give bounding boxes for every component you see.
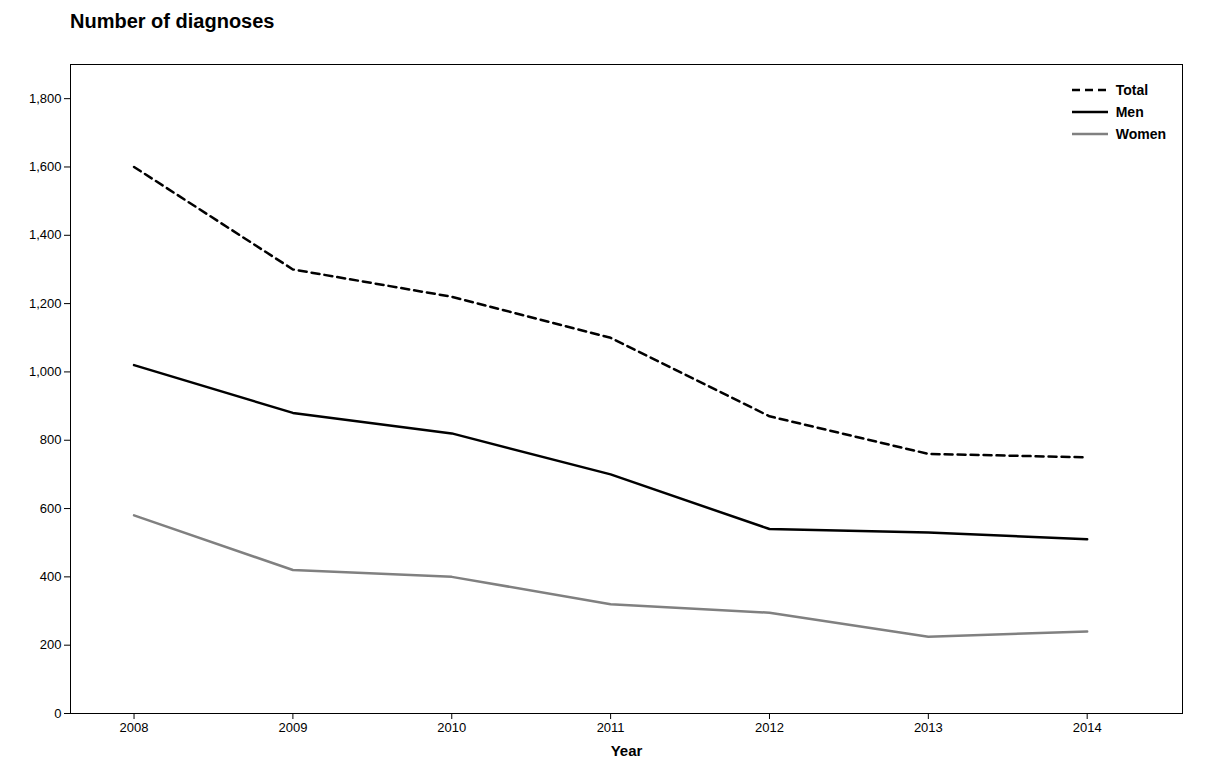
svg-text:600: 600	[40, 501, 62, 516]
html-text:Total: Total	[1115, 82, 1149, 98]
svg-text:2011: 2011	[597, 720, 625, 735]
svg-text:0: 0	[54, 706, 61, 721]
html-text:Men: Men	[1115, 104, 1144, 120]
svg-text:2010: 2010	[437, 720, 466, 735]
svg-text:1,200: 1,200	[29, 296, 62, 311]
svg-text:2014: 2014	[1073, 720, 1102, 735]
svg-text:200: 200	[40, 637, 62, 652]
svg-text:1,800: 1,800	[29, 91, 62, 106]
svg-text:400: 400	[40, 569, 62, 584]
svg-text:1,600: 1,600	[29, 159, 62, 174]
svg-text:1,400: 1,400	[29, 227, 62, 242]
svg-text:1,000: 1,000	[29, 364, 62, 379]
html-text:Women: Women	[1115, 126, 1166, 142]
svg-text:800: 800	[40, 432, 62, 447]
svg-text:2008: 2008	[120, 720, 149, 735]
svg-text:2012: 2012	[755, 720, 784, 735]
svg-text:2009: 2009	[278, 720, 307, 735]
html-text:Number of diagnoses: Number of diagnoses	[70, 10, 275, 32]
svg-text:2013: 2013	[914, 720, 943, 735]
svg-text:Year: Year	[611, 742, 643, 759]
